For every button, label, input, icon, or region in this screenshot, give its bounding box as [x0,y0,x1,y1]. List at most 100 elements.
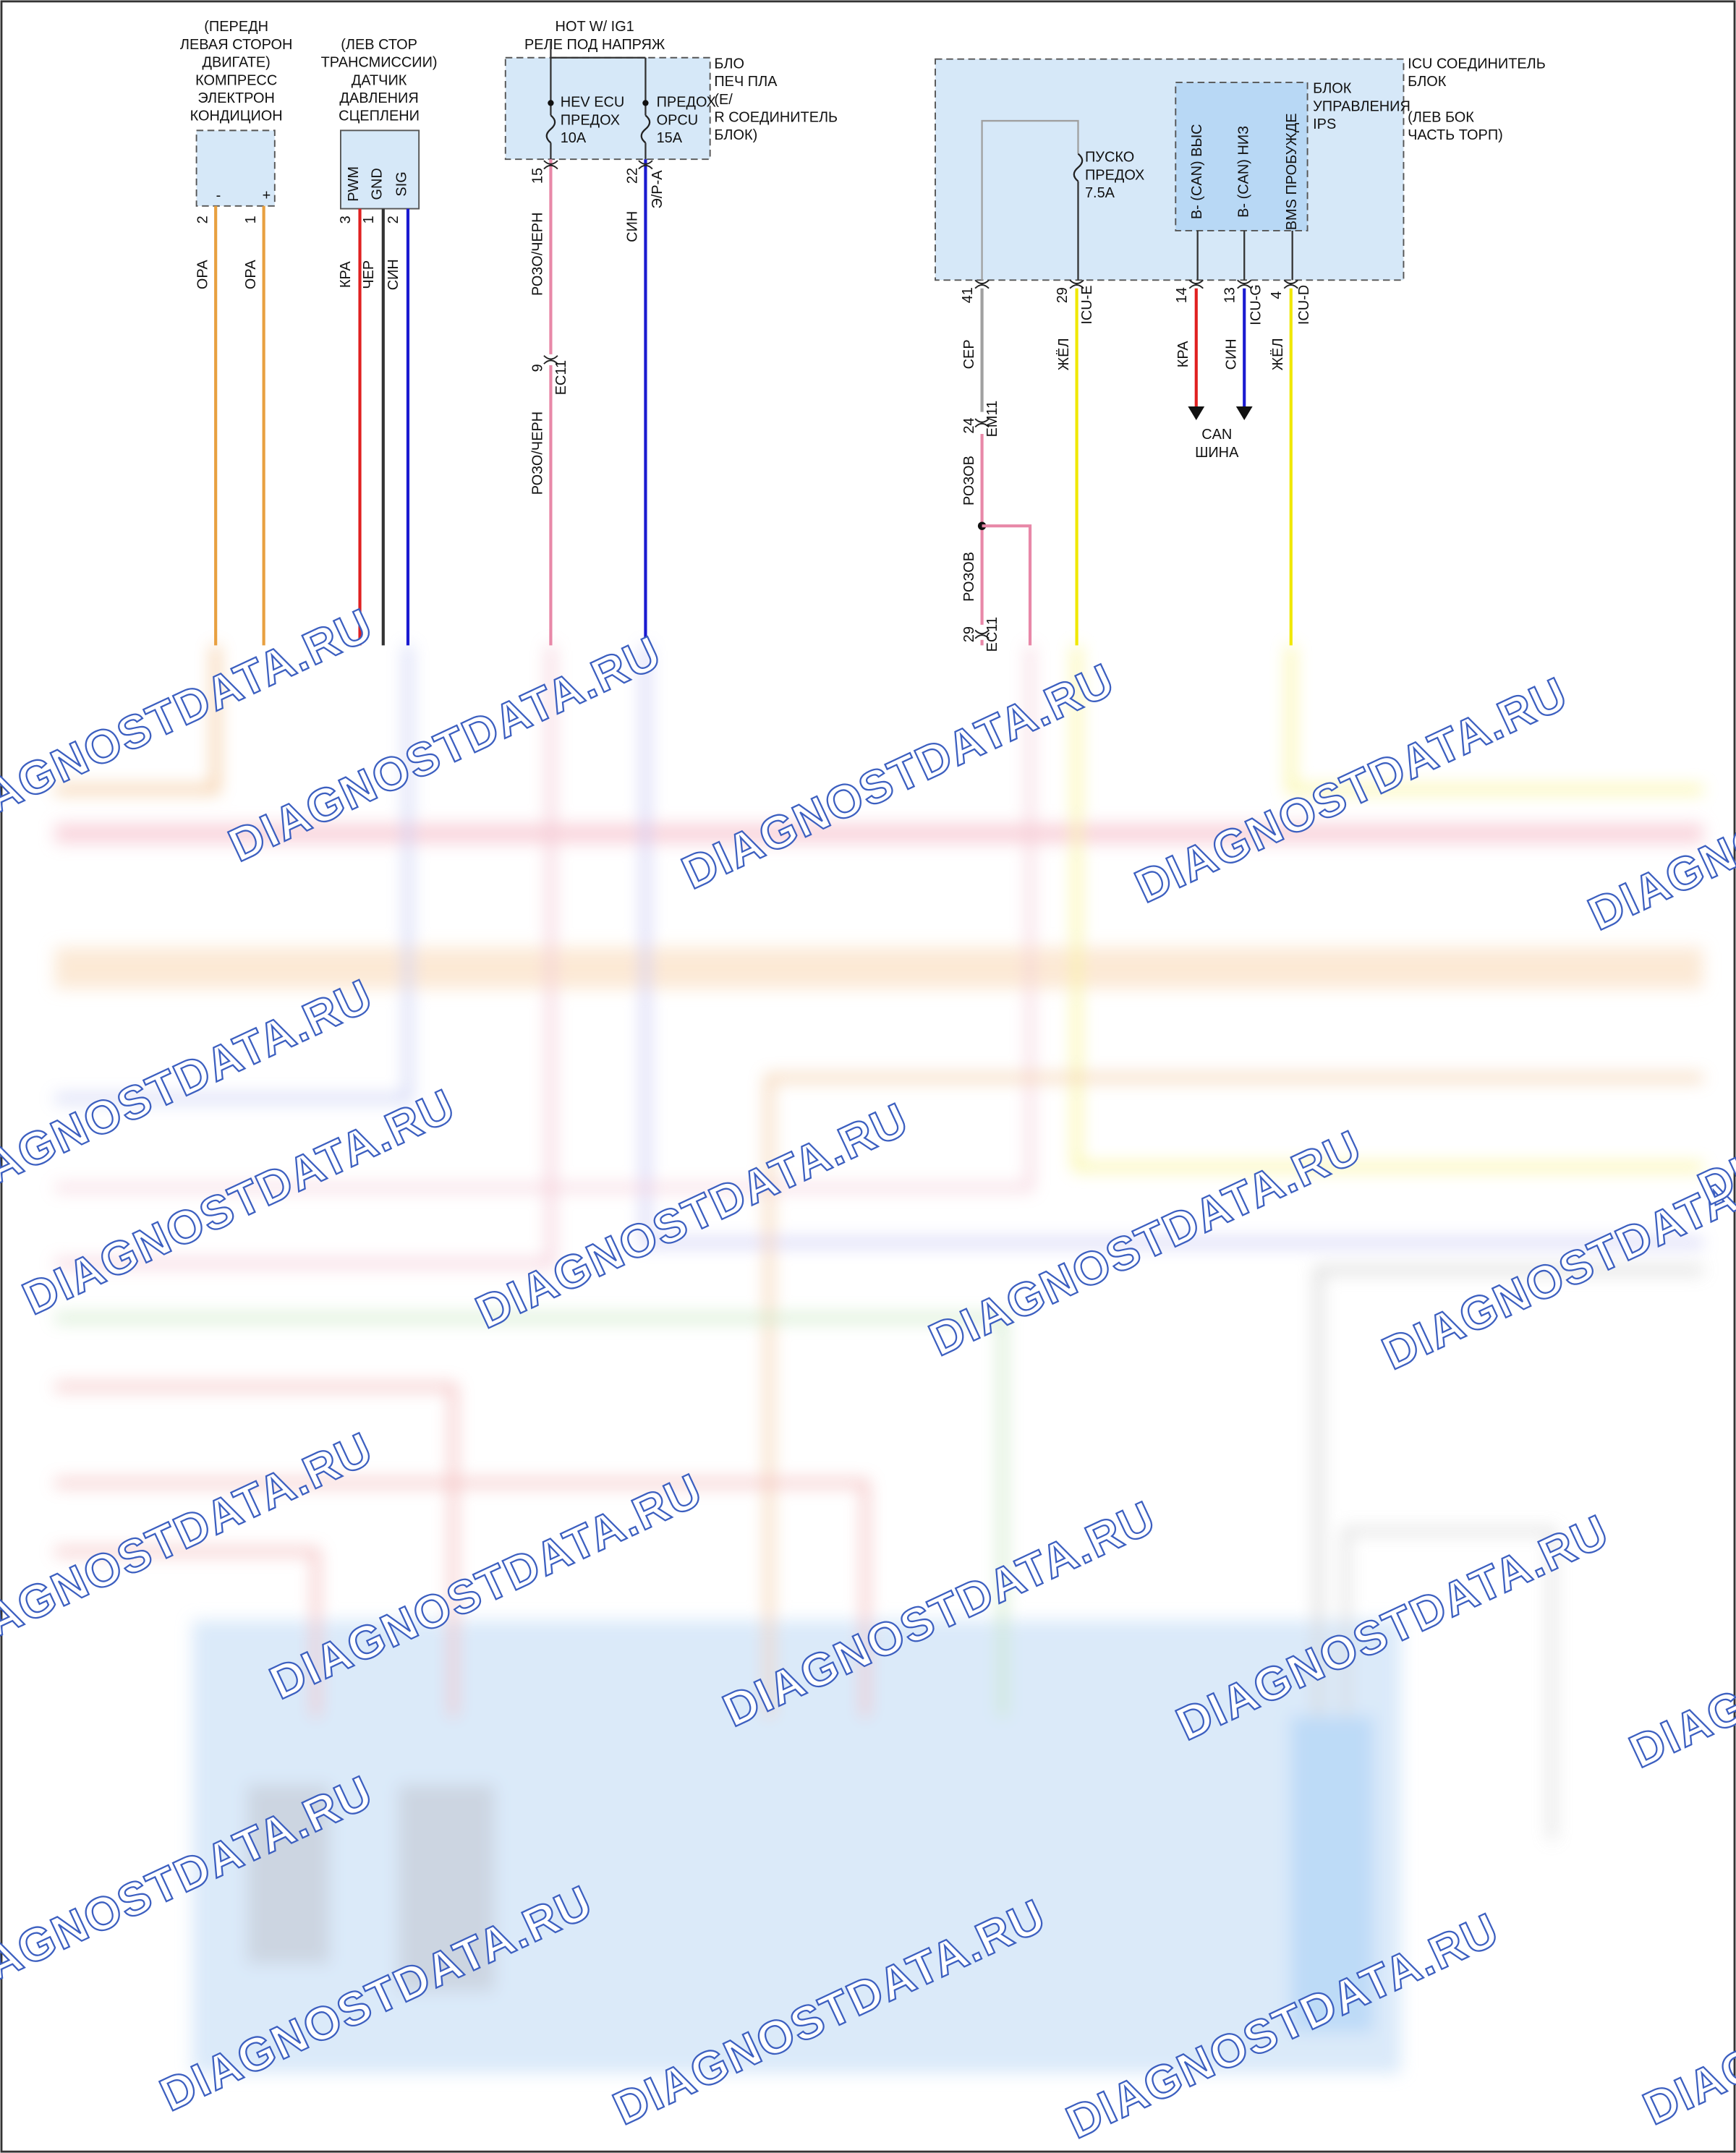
pin-name: B- (CAN) ВЫС [1189,124,1205,220]
label: ПРЕДОХ [561,112,620,128]
wire-color: ЖЁЛ [1270,338,1286,370]
pin-name: GND [369,168,385,200]
label: ШИНА [1195,445,1239,461]
label: БЛОК [1408,74,1447,90]
arrow [1235,406,1253,420]
label: ПРЕДОХ [1085,167,1144,183]
label: R СОЕДИНИТЕЛЬ [714,110,838,126]
pin-number: 29 [1055,287,1071,303]
box [1175,81,1309,231]
wire-color: СИН [1223,338,1239,370]
connector-symbol [974,279,990,289]
wire-color: РОЗО/ЧЕРН [530,412,546,495]
junction-dot [642,100,649,106]
label: БЛОК) [714,127,757,143]
pin-number: 14 [1174,287,1190,303]
wire-color: РОЗО/ЧЕРН [530,213,546,296]
fuse-symbol [640,114,651,144]
connector-symbol [1237,279,1252,289]
wire [982,524,1032,646]
pin-number: 1 [243,216,259,223]
junction-dot [548,100,554,106]
wire [981,119,1079,281]
label: ПРЕДОХ [657,95,716,111]
label: БЛОК [1313,81,1352,97]
pin-number: 2 [195,216,210,223]
connector-symbol [543,160,558,170]
box [195,129,276,207]
label: СЦЕПЛЕНИ [339,108,420,124]
label: (ПЕРЕДН [204,19,268,35]
pin-number: 4 [1269,291,1285,299]
connector-id: EC11 [984,617,1000,652]
wire-color: ЧЕР [361,260,377,289]
pin-name: SIG [394,171,410,196]
label: 15A [657,130,683,146]
blurred-area [55,645,1703,2073]
label: КОМПРЕСС [195,72,277,88]
connector-id: ICU-D [1296,285,1312,325]
label: УПРАВЛЕНИЯ [1313,98,1410,114]
connector-symbol [974,418,990,428]
label: ЧАСТЬ ТОРП) [1408,127,1503,143]
pin-number: 29 [961,626,977,642]
pin-number: 15 [530,168,546,184]
wire-color: СЕР [961,339,977,369]
connector-id: Э/Р-А [650,170,665,209]
pin-number: 41 [960,287,976,303]
wire-color: ОРА [243,260,259,289]
pin-number: 1 [361,216,377,223]
pin-sign: + [263,188,271,204]
label: ПУСКО [1085,150,1134,166]
label: HEV ECU [561,95,625,111]
label: OPCU [657,112,699,128]
connector-id: ICU-E [1079,285,1095,324]
label: CAN [1201,427,1232,443]
connector-symbol [1188,279,1204,289]
wire-color: ОРА [195,260,210,289]
label: РЕЛЕ ПОД НАПРЯЖ [524,37,665,53]
label: (ЛЕВ БОК [1408,110,1474,126]
connector-id: ICU-G [1248,284,1264,325]
label: 10A [561,130,587,146]
label: ДАВЛЕНИЯ [339,90,418,106]
connector-symbol [1283,279,1298,289]
pin-number: 22 [625,168,641,184]
fuse-symbol [1073,153,1084,182]
label: ДАТЧИК [352,72,407,88]
connector-id: EM11 [984,401,1000,438]
pin-name: PWM [346,166,362,202]
label: ЭЛЕКТРОН [197,90,275,106]
box [339,129,420,210]
pin-number: 24 [961,417,977,433]
label: (ЛЕВ СТОР [341,37,417,53]
pin-number: 3 [338,216,354,223]
box [504,56,711,161]
label: HOT W/ IG1 [556,19,634,35]
connector-symbol [974,629,990,639]
label: IPS [1313,116,1336,132]
label: ЛЕВАЯ СТОРОН [180,37,292,53]
wire-color: РОЗОВ [961,552,977,602]
pin-number: 9 [530,364,546,372]
arrow [1188,406,1205,420]
pin-name: BMS ПРОБУЖДЕ [1284,113,1300,230]
connector-symbol [638,160,653,170]
fuse-symbol [545,114,556,144]
label: 7.5A [1085,185,1115,201]
pin-number: 13 [1222,287,1238,303]
label: БЛО [714,56,744,72]
label: ТРАНСМИССИИ) [321,55,438,71]
label: (E/ [714,92,733,108]
label: ICU СОЕДИНИТЕЛЬ [1408,56,1546,72]
wire-color: КРА [1175,341,1191,368]
wire-color: СИН [625,211,641,242]
label: ДВИГАТЕ) [202,55,270,71]
pin-name: B- (CAN) НИЗ [1235,126,1251,218]
pin-number: 2 [386,216,401,223]
wire-color: КРА [338,261,354,289]
box [935,58,1405,281]
label: ПЕЧ ПЛА [714,74,778,90]
